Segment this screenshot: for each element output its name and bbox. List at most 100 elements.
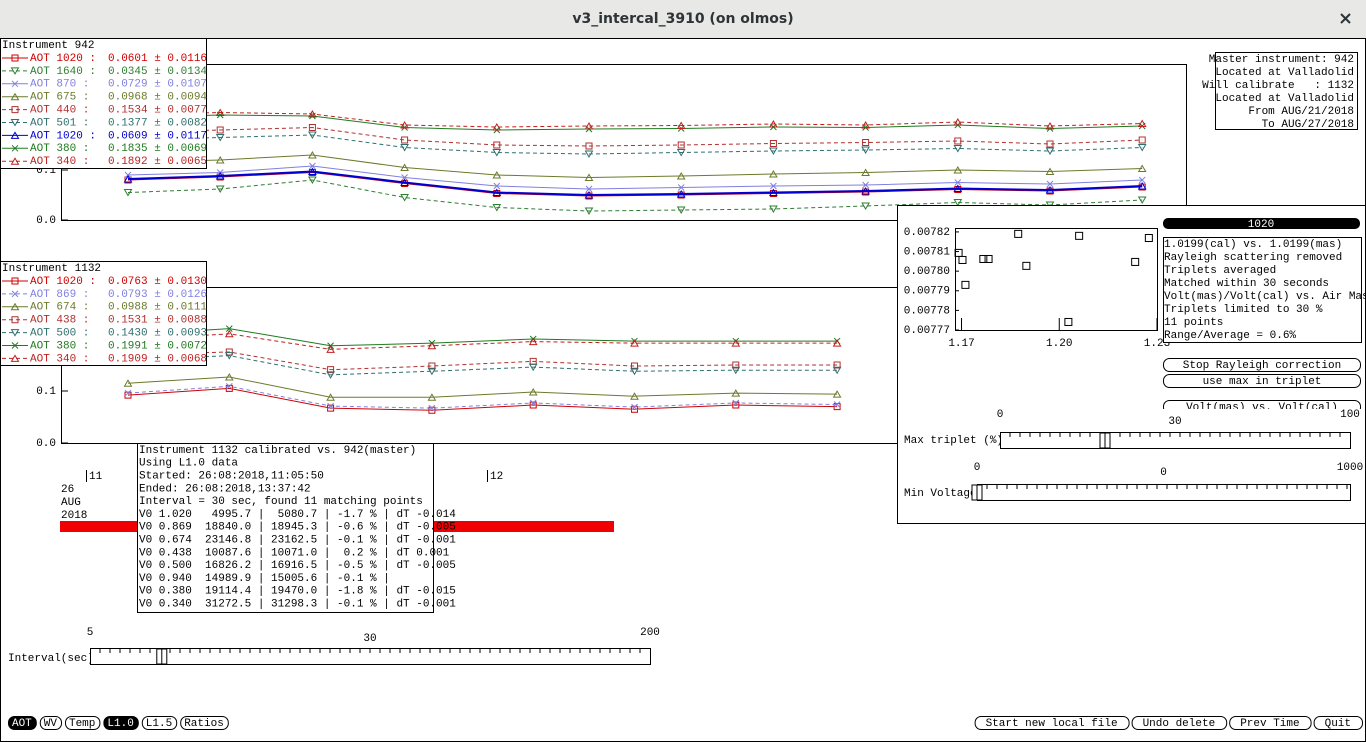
- toolbar-label[interactable]: L1.5: [146, 718, 172, 730]
- panel-button[interactable]: use max in triplet: [1163, 374, 1361, 388]
- toolbar-button[interactable]: [1131, 716, 1228, 730]
- toolbar-button[interactable]: [1313, 716, 1363, 730]
- toolbar-label[interactable]: AOT: [12, 718, 32, 730]
- data-point: [308, 176, 317, 184]
- toolbar-label[interactable]: Start new local file: [986, 718, 1118, 730]
- scatter-frame: [955, 228, 1158, 331]
- scatter-point: [984, 254, 993, 263]
- scatter-point: [958, 255, 967, 264]
- note-line: Triplets limited to 30 %: [1164, 304, 1323, 316]
- report-line: V0 0.674 23146.8 | 23162.5 | -0.1 % | dT…: [139, 535, 456, 547]
- data-point: [676, 190, 686, 198]
- data-point: [308, 167, 317, 175]
- data-point: [326, 393, 335, 401]
- legend-stat: 0.0345 ± 0.0134: [108, 66, 207, 78]
- series-line: [127, 134, 1143, 155]
- toolbar-button[interactable]: [1229, 716, 1312, 730]
- toolbar-label[interactable]: WV: [44, 718, 58, 730]
- data-point: [862, 139, 870, 146]
- data-point: [861, 202, 870, 210]
- close-icon[interactable]: [1340, 13, 1351, 24]
- data-point: [124, 389, 132, 397]
- series-line: [127, 171, 1143, 197]
- x-tick-label: 1.20: [1046, 338, 1072, 350]
- toolbar-label[interactable]: L1.0: [107, 718, 133, 730]
- series-line: [127, 387, 838, 411]
- toolbar-button[interactable]: [8, 716, 37, 730]
- toolbar-button[interactable]: [141, 716, 178, 730]
- data-point: [585, 142, 593, 150]
- data-point: [769, 188, 778, 196]
- data-point: [731, 366, 741, 375]
- toolbar-button[interactable]: [974, 716, 1130, 730]
- legend-stat: 0.1835 ± 0.0069: [108, 143, 207, 155]
- panel-button[interactable]: Stop Rayleigh correction: [1163, 358, 1361, 372]
- toolbar-button[interactable]: [39, 716, 62, 730]
- data-point: [327, 402, 334, 410]
- series-line: [127, 111, 1143, 128]
- legend-stat: 0.0968 ± 0.0094: [108, 92, 207, 104]
- toolbar-button[interactable]: [103, 716, 139, 730]
- toolbar-label[interactable]: Ratios: [184, 718, 224, 730]
- scatter-point: [961, 280, 970, 289]
- legend-name: AOT 1020 :: [30, 53, 96, 65]
- slider-min: 5: [87, 627, 94, 639]
- data-point: [732, 399, 740, 407]
- data-point: [676, 172, 686, 180]
- button-frame[interactable]: [1163, 374, 1361, 388]
- panel-button[interactable]: Volt(mas) vs. Volt(cal): [1163, 400, 1361, 414]
- button-frame[interactable]: [1163, 358, 1361, 372]
- legend-marker: [11, 277, 19, 285]
- button-frame[interactable]: [1163, 400, 1361, 414]
- legend-name: AOT 870 :: [30, 79, 89, 91]
- slider-value: 30: [1168, 416, 1181, 428]
- toolbar-button[interactable]: [65, 716, 101, 730]
- data-point: [862, 181, 869, 189]
- y-tick-label: 0.00780: [904, 266, 950, 278]
- slider-max: 1000: [1337, 462, 1363, 474]
- y-tick-label: 0.1: [36, 386, 56, 398]
- legend-marker: [11, 290, 19, 298]
- button-label[interactable]: Stop Rayleigh correction: [1183, 360, 1341, 372]
- legend-stat: 0.1909 ± 0.0068: [108, 353, 207, 365]
- data-point: [493, 141, 501, 149]
- data-point: [769, 147, 778, 155]
- legend-stat: 0.0601 ± 0.0116: [108, 53, 207, 65]
- report-line: Using L1.0 data: [139, 458, 238, 470]
- toolbar-label[interactable]: Quit: [1325, 718, 1351, 730]
- toolbar-label[interactable]: Temp: [69, 718, 95, 730]
- toolbar-label[interactable]: Prev Time: [1240, 718, 1299, 730]
- button-label[interactable]: Volt(mas) vs. Volt(cal): [1186, 402, 1338, 414]
- data-point: [308, 110, 317, 118]
- slider-track[interactable]: [977, 484, 1351, 501]
- legend-stat: 0.0763 ± 0.0130: [108, 276, 207, 288]
- data-point: [401, 174, 408, 181]
- data-point: [124, 171, 132, 179]
- note-line: 1.0199(cal) vs. 1.0199(mas): [1164, 239, 1342, 251]
- data-point: [1045, 186, 1055, 194]
- date-label: AUG: [61, 497, 81, 509]
- panel-title: 1020: [1248, 219, 1274, 231]
- report-line: Interval = 30 sec, found 11 matching poi…: [139, 496, 423, 508]
- slider-track[interactable]: [1000, 432, 1351, 449]
- legend-stat: 0.1377 ± 0.0082: [108, 117, 207, 129]
- data-point: [308, 151, 317, 159]
- button-label[interactable]: use max in triplet: [1203, 376, 1322, 388]
- scatter-point: [1075, 231, 1084, 240]
- data-point: [1045, 147, 1055, 155]
- slider-value: 30: [363, 633, 376, 645]
- data-point: [528, 337, 538, 346]
- master-box: [1215, 52, 1358, 130]
- data-point: [954, 137, 962, 145]
- data-point: [1046, 140, 1054, 148]
- data-point: [528, 388, 538, 396]
- legend-title: Instrument 1132: [2, 263, 101, 275]
- data-point: [1138, 136, 1146, 144]
- series-line: [127, 170, 1143, 197]
- toolbar-label[interactable]: Undo delete: [1143, 718, 1216, 730]
- data-point: [400, 121, 409, 129]
- data-point: [861, 121, 870, 129]
- scatter-point: [979, 254, 988, 263]
- toolbar-button[interactable]: [180, 716, 229, 730]
- data-point: [427, 393, 437, 401]
